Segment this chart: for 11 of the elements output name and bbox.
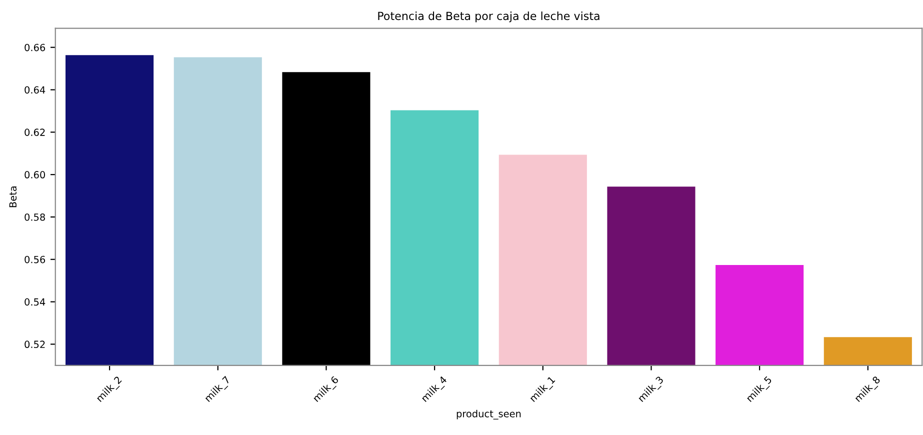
chart-title: Potencia de Beta por caja de leche vista: [378, 12, 600, 22]
y-tick-label: 0.56: [24, 256, 46, 264]
y-axis-title: Beta: [9, 186, 17, 208]
y-tick-label: 0.64: [24, 86, 46, 94]
y-tick-label: 0.52: [24, 340, 45, 348]
y-tick-label: 0.60: [24, 171, 46, 178]
y-tick-label: 0.58: [24, 213, 45, 221]
y-tick-label: 0.66: [24, 44, 46, 52]
y-tick-label: 0.62: [24, 128, 45, 136]
y-tick-label: 0.54: [24, 298, 46, 306]
x-axis-title: product_seen: [456, 410, 521, 420]
